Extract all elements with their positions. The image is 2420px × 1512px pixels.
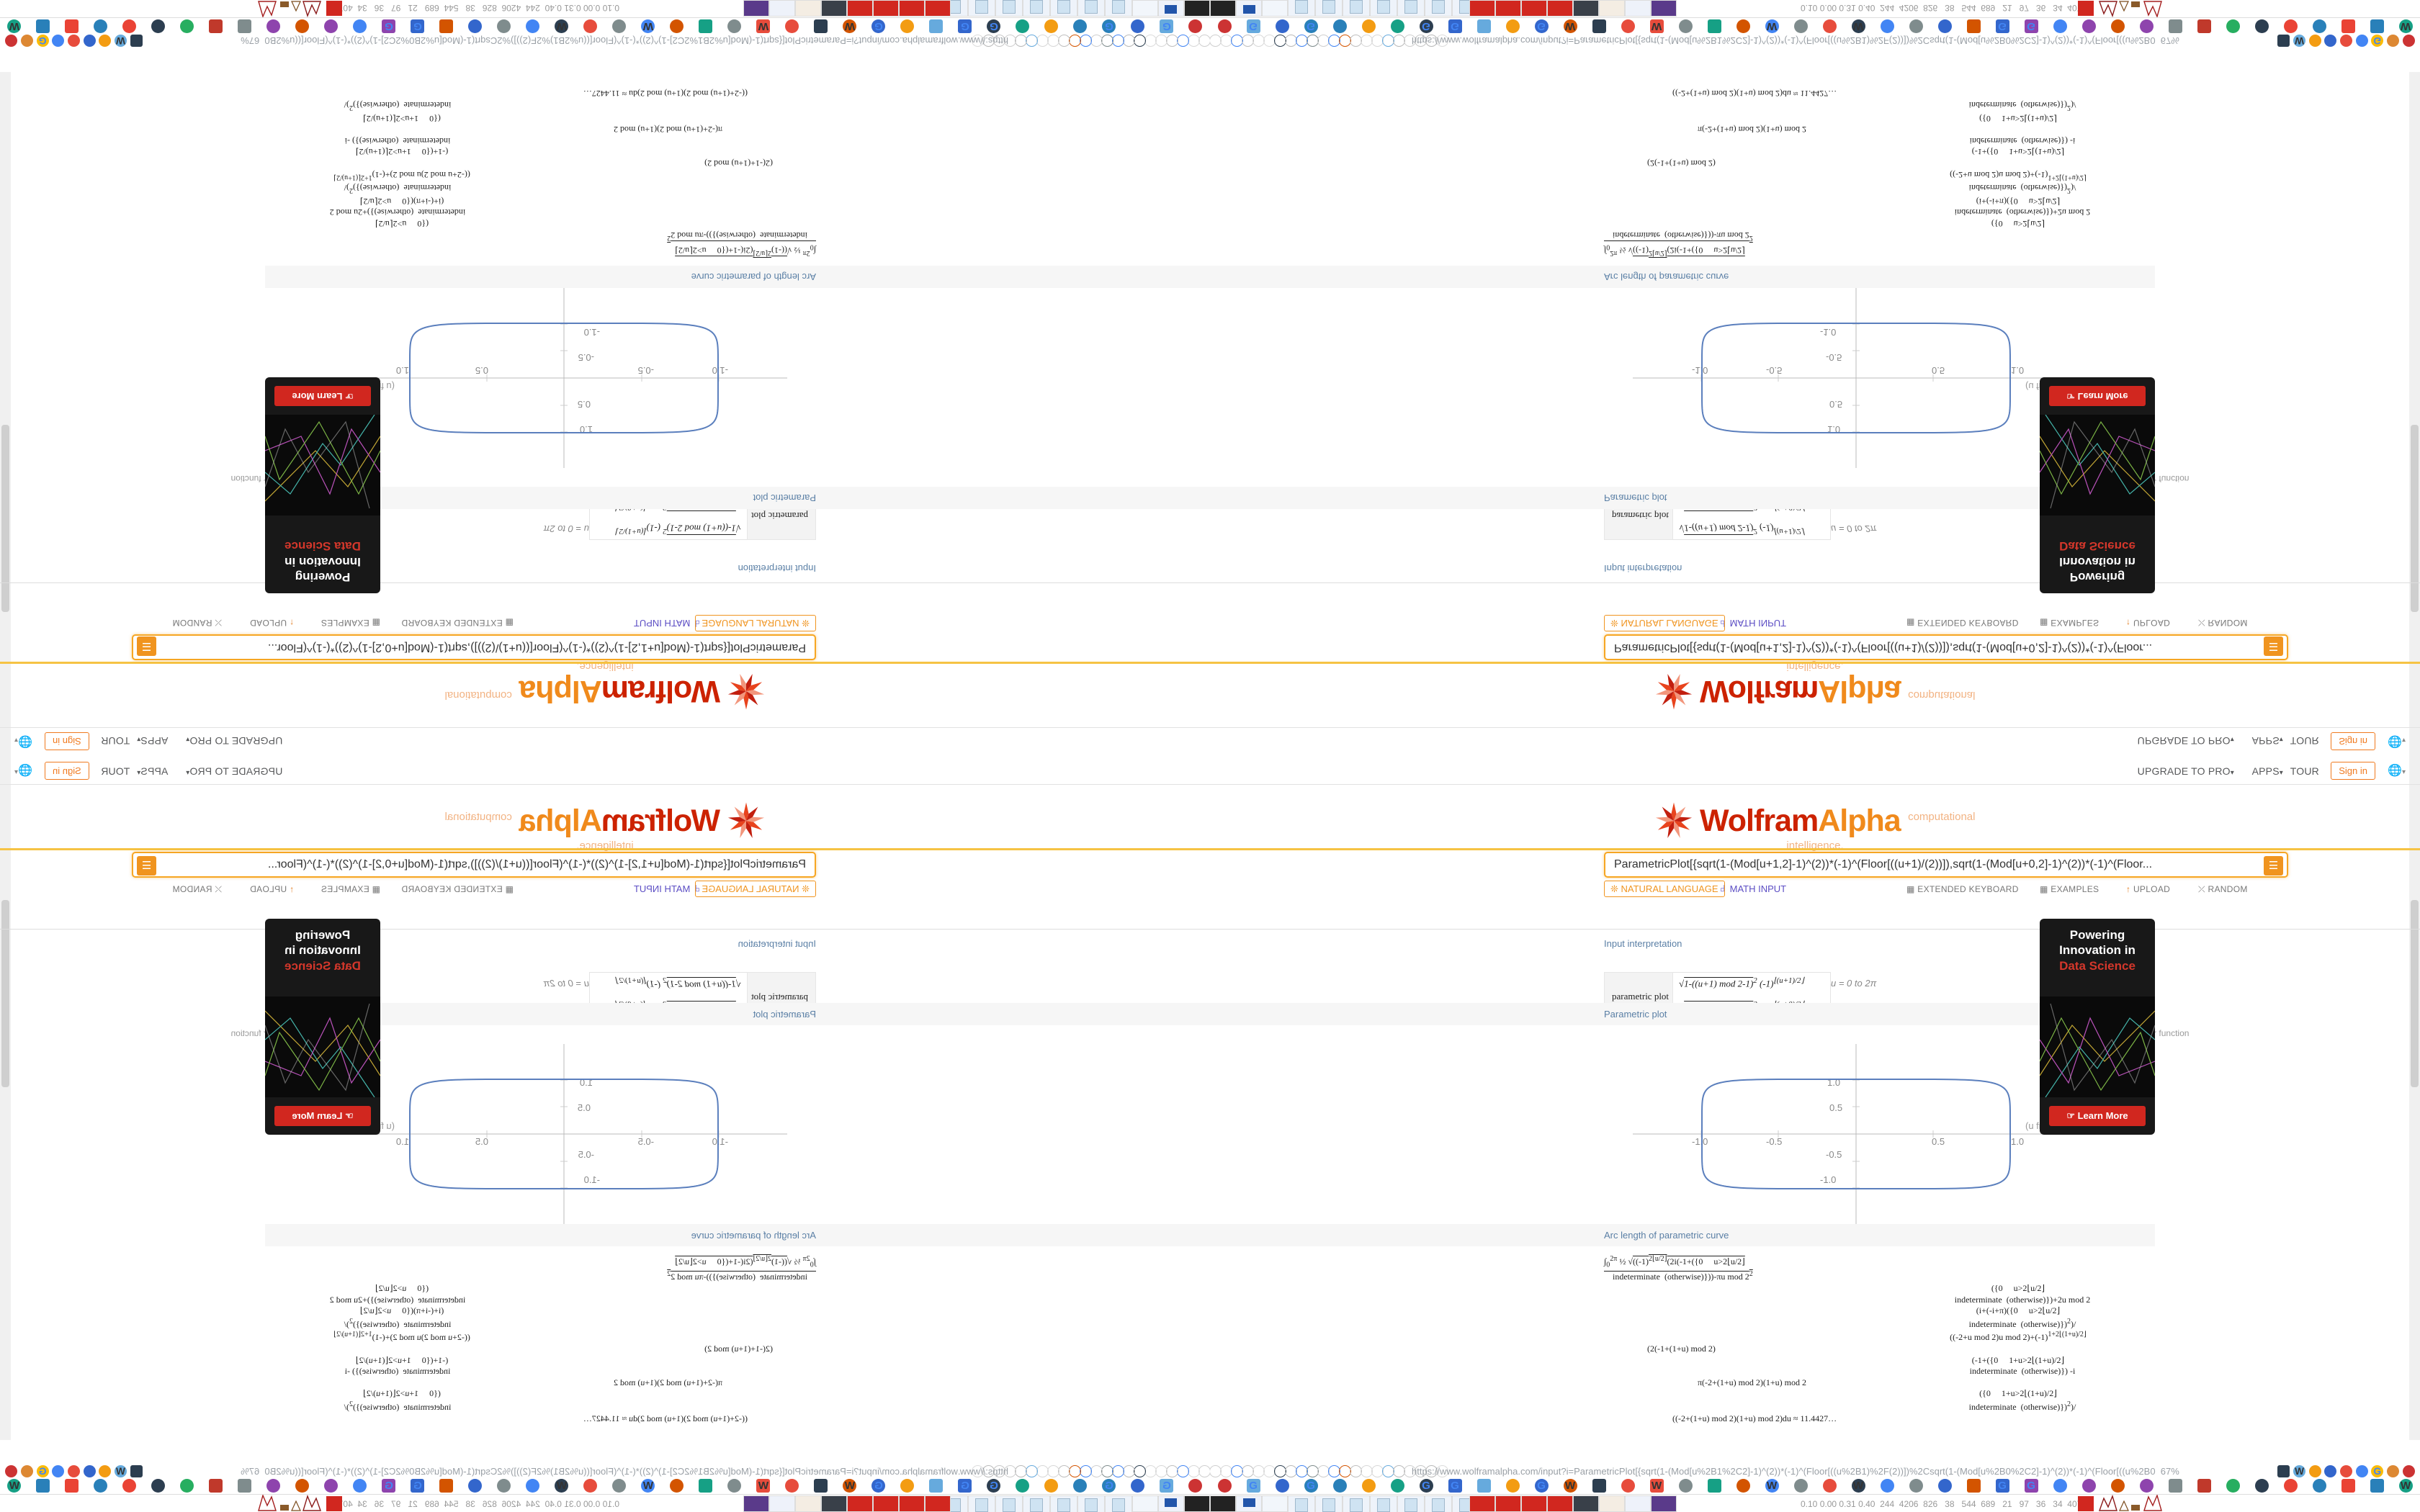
svg-text:0.5: 0.5	[1829, 399, 1842, 410]
svg-text:-0.5: -0.5	[638, 1136, 654, 1147]
svg-text:-0.5: -0.5	[1766, 365, 1782, 376]
svg-text:0.5: 0.5	[578, 1102, 591, 1113]
svg-text:-1.0: -1.0	[712, 1136, 728, 1147]
svg-text:0.5: 0.5	[475, 365, 488, 376]
svg-text:0.5: 0.5	[1932, 1136, 1945, 1147]
svg-text:0.5: 0.5	[1932, 365, 1945, 376]
svg-text:1.0: 1.0	[2011, 365, 2024, 376]
svg-text:0.5: 0.5	[578, 399, 591, 410]
svg-text:-0.5: -0.5	[1826, 1149, 1842, 1160]
svg-text:-1.0: -1.0	[712, 365, 728, 376]
svg-text:-1.0: -1.0	[1692, 365, 1708, 376]
svg-text:-0.5: -0.5	[578, 352, 594, 363]
svg-text:1.0: 1.0	[396, 365, 409, 376]
svg-text:-0.5: -0.5	[1826, 352, 1842, 363]
svg-text:-1.0: -1.0	[1692, 1136, 1708, 1147]
svg-text:-0.5: -0.5	[1766, 1136, 1782, 1147]
svg-text:-1.0: -1.0	[584, 1174, 600, 1185]
svg-text:1.0: 1.0	[2011, 1136, 2024, 1147]
svg-text:-0.5: -0.5	[578, 1149, 594, 1160]
svg-text:1.0: 1.0	[396, 1136, 409, 1147]
svg-text:-0.5: -0.5	[638, 365, 654, 376]
svg-text:0.5: 0.5	[475, 1136, 488, 1147]
svg-text:-1.0: -1.0	[584, 327, 600, 338]
svg-text:0.5: 0.5	[1829, 1102, 1842, 1113]
svg-text:-1.0: -1.0	[1820, 1174, 1836, 1185]
svg-text:-1.0: -1.0	[1820, 327, 1836, 338]
